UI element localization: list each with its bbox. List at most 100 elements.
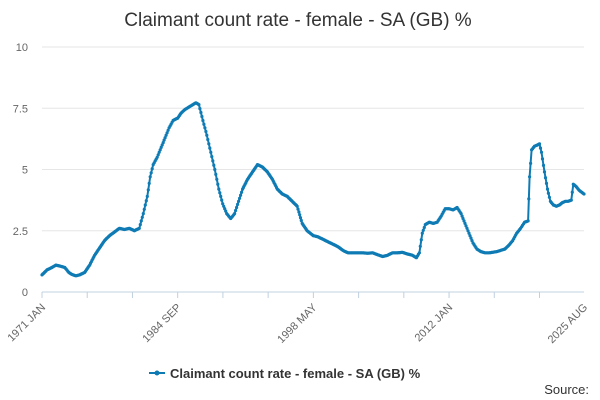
data-point[interactable] — [570, 190, 574, 194]
data-point[interactable] — [140, 215, 144, 219]
data-point[interactable] — [216, 182, 220, 186]
data-point[interactable] — [461, 216, 465, 221]
data-point[interactable] — [529, 161, 533, 165]
data-point[interactable] — [460, 214, 464, 218]
data-point[interactable] — [295, 204, 299, 208]
data-point[interactable] — [546, 191, 551, 195]
data-point[interactable] — [540, 157, 545, 161]
data-point[interactable] — [143, 203, 147, 207]
data-point[interactable] — [238, 196, 242, 200]
data-point[interactable] — [296, 207, 300, 211]
data-point[interactable] — [141, 212, 145, 216]
data-point[interactable] — [137, 226, 141, 230]
data-point[interactable] — [547, 195, 552, 199]
data-point[interactable] — [212, 163, 216, 167]
data-point[interactable] — [206, 137, 210, 142]
data-point[interactable] — [150, 167, 154, 171]
data-point[interactable] — [138, 223, 142, 227]
data-point[interactable] — [539, 150, 544, 154]
data-point[interactable] — [163, 136, 167, 140]
data-point[interactable] — [164, 133, 168, 137]
data-point[interactable] — [569, 198, 573, 202]
data-point[interactable] — [541, 163, 546, 167]
data-point[interactable] — [468, 234, 472, 238]
data-point[interactable] — [545, 187, 550, 191]
data-point[interactable] — [419, 238, 423, 242]
data-point[interactable] — [220, 198, 224, 202]
data-point[interactable] — [528, 175, 532, 179]
data-point[interactable] — [158, 148, 162, 152]
data-point[interactable] — [204, 129, 208, 134]
data-point[interactable] — [219, 194, 223, 198]
data-point[interactable] — [221, 202, 225, 206]
data-point[interactable] — [161, 141, 165, 145]
data-point[interactable] — [162, 138, 166, 142]
data-point[interactable] — [160, 143, 164, 147]
data-point[interactable] — [157, 150, 161, 154]
data-point[interactable] — [298, 216, 303, 220]
data-point[interactable] — [222, 204, 226, 208]
data-point[interactable] — [418, 244, 422, 248]
data-point[interactable] — [202, 122, 206, 126]
data-point[interactable] — [210, 155, 214, 159]
data-point[interactable] — [211, 159, 215, 163]
data-point[interactable] — [538, 146, 543, 150]
data-point[interactable] — [205, 133, 209, 137]
data-point[interactable] — [582, 192, 586, 196]
data-point[interactable] — [464, 224, 468, 228]
data-point[interactable] — [463, 221, 467, 225]
data-point[interactable] — [201, 118, 205, 123]
data-point[interactable] — [147, 181, 151, 185]
data-point[interactable] — [526, 219, 530, 223]
data-point[interactable] — [527, 197, 531, 201]
data-point[interactable] — [465, 226, 469, 230]
data-point[interactable] — [203, 126, 207, 130]
data-point[interactable] — [217, 187, 221, 191]
data-point[interactable] — [422, 225, 426, 230]
data-point[interactable] — [462, 219, 466, 223]
data-point[interactable] — [417, 251, 421, 255]
data-point[interactable] — [197, 103, 201, 107]
data-point[interactable] — [199, 110, 203, 115]
data-point[interactable] — [198, 107, 202, 111]
data-point[interactable] — [214, 172, 218, 176]
data-point[interactable] — [156, 153, 160, 157]
data-point[interactable] — [466, 229, 470, 233]
data-point[interactable] — [470, 239, 474, 243]
data-point[interactable] — [542, 170, 547, 174]
data-point[interactable] — [200, 114, 204, 119]
data-point[interactable] — [467, 231, 471, 235]
data-point[interactable] — [420, 231, 424, 235]
data-point[interactable] — [544, 181, 549, 185]
data-point[interactable] — [155, 155, 159, 159]
data-point[interactable] — [209, 150, 213, 154]
legend[interactable]: Claimant count rate - female - SA (GB) % — [149, 366, 421, 381]
data-point[interactable] — [146, 188, 150, 192]
data-point[interactable] — [537, 142, 542, 146]
data-point[interactable] — [159, 145, 163, 149]
data-point[interactable] — [145, 194, 149, 198]
data-point[interactable] — [469, 236, 473, 240]
data-point[interactable] — [237, 199, 241, 203]
data-point[interactable] — [166, 128, 170, 132]
data-point[interactable] — [459, 212, 463, 216]
data-point[interactable] — [234, 208, 238, 213]
data-point[interactable] — [139, 219, 143, 223]
data-point[interactable] — [235, 205, 239, 210]
data-point[interactable] — [224, 209, 228, 213]
data-point[interactable] — [142, 207, 146, 211]
data-point[interactable] — [148, 175, 152, 179]
data-point[interactable] — [207, 142, 211, 146]
data-point[interactable] — [215, 177, 219, 181]
data-point[interactable] — [144, 199, 148, 203]
data-point[interactable] — [543, 176, 548, 180]
data-point[interactable] — [298, 213, 302, 217]
data-point[interactable] — [233, 212, 237, 216]
data-point[interactable] — [165, 131, 169, 135]
data-point[interactable] — [218, 191, 222, 195]
data-point[interactable] — [149, 171, 153, 175]
data-point[interactable] — [213, 167, 217, 172]
data-point[interactable] — [239, 193, 243, 197]
data-point[interactable] — [223, 207, 227, 211]
data-point[interactable] — [240, 190, 244, 194]
